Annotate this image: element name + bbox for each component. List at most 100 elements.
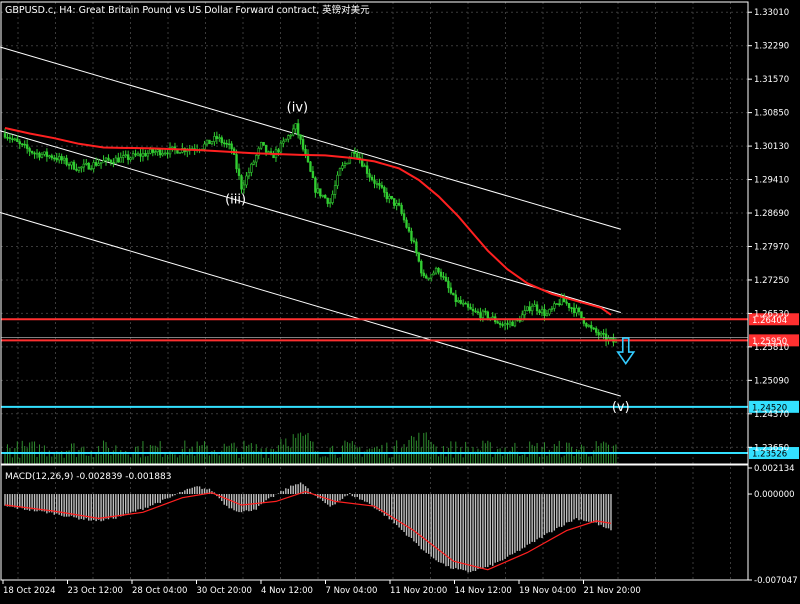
candle-body — [149, 149, 152, 154]
candle-body — [356, 153, 359, 158]
candle-body — [284, 138, 288, 142]
candle-body — [208, 139, 211, 145]
candle-body — [454, 294, 457, 303]
candle-body — [420, 260, 423, 274]
x-tick-label: 21 Nov 20:00 — [584, 586, 641, 596]
candle-body — [432, 272, 435, 276]
candle-body — [3, 133, 7, 138]
candle-body — [134, 153, 137, 156]
x-tick-label: 28 Oct 04:00 — [132, 586, 187, 596]
candle-body — [484, 310, 487, 313]
x-tick-label: 14 Nov 12:00 — [455, 586, 512, 596]
candle-body — [437, 267, 440, 273]
down-arrow-icon — [616, 337, 636, 366]
candle-body — [131, 153, 135, 159]
candle-body — [427, 277, 430, 280]
candle-body — [521, 314, 524, 322]
candle-body — [417, 252, 421, 262]
candle-body — [235, 154, 238, 170]
y-tick-label: 1.26530 — [754, 309, 789, 319]
macd-signal-line — [4, 490, 612, 571]
price-axis[interactable]: 1.26404 1.25950 1.24520 1.23526 1.33010 1.322… — [748, 8, 799, 586]
candle-body — [30, 151, 34, 154]
y-tick-label: 1.33010 — [754, 8, 789, 18]
candle-body — [469, 306, 472, 310]
wave-label: (iii) — [225, 192, 246, 207]
grid-lines — [1, 2, 748, 580]
candle-body — [503, 323, 507, 326]
candle-body — [223, 142, 226, 145]
candle-body — [481, 310, 485, 318]
y-tick-label: 1.27250 — [754, 276, 789, 286]
candle-body — [365, 165, 369, 174]
candle-body — [122, 155, 125, 158]
candle-body — [324, 195, 327, 199]
moving-average — [4, 127, 612, 316]
candle-body — [498, 322, 502, 325]
candle-body — [301, 139, 305, 150]
candle-body — [294, 123, 297, 130]
candle-body — [422, 272, 425, 277]
moving-average-line — [4, 127, 612, 316]
candle-body — [230, 143, 233, 150]
candle-body — [205, 139, 209, 145]
candle-body — [171, 146, 174, 149]
wave-labels: (iii) (iv) (v) — [225, 101, 630, 415]
candle-body — [587, 325, 591, 327]
candle-body — [540, 309, 544, 314]
candle-body — [168, 147, 172, 155]
candle-body — [102, 160, 105, 163]
candle-body — [425, 275, 428, 279]
chart-title: GBPUSD.c, H4: Great Britain Pound vs US … — [5, 4, 370, 16]
candle-body — [299, 134, 302, 140]
candle-body — [277, 149, 280, 153]
candle-body — [257, 147, 260, 156]
y-tick-label: 1.24370 — [754, 410, 789, 420]
candle-body — [227, 143, 231, 146]
macd-panel-border — [0, 464, 749, 581]
candle-body — [247, 172, 251, 177]
candle-body — [380, 185, 384, 188]
candle-body — [94, 162, 98, 166]
candle-body — [80, 166, 83, 169]
candle-body — [476, 311, 480, 313]
candle-body — [114, 157, 118, 164]
macd-tick-label: 0.000000 — [754, 490, 795, 500]
candle-body — [259, 142, 263, 149]
candle-body — [255, 155, 258, 163]
candle-body — [590, 325, 593, 329]
candle-body — [311, 171, 315, 179]
candle-body — [567, 303, 571, 308]
candle-body — [439, 271, 443, 277]
candle-body — [57, 156, 61, 161]
y-tick-label: 1.23650 — [754, 443, 789, 453]
candle-body — [373, 179, 376, 184]
candle-body — [6, 136, 9, 139]
candle-body — [343, 163, 347, 166]
candle-body — [459, 300, 462, 304]
y-tick-label: 1.27970 — [754, 242, 789, 252]
candle-body — [304, 148, 307, 155]
candle-body — [319, 188, 322, 197]
candle-body — [124, 154, 127, 156]
time-axis[interactable]: 18 Oct 2024 23 Oct 12:00 28 Oct 04:00 30 Oc… — [2, 580, 641, 596]
y-tick-label: 1.30130 — [754, 142, 789, 152]
candle-body — [43, 151, 46, 155]
candle-body — [378, 183, 381, 186]
candle-body — [447, 280, 450, 289]
candle-body — [395, 202, 398, 206]
candle-body — [97, 163, 100, 166]
candle-body — [72, 161, 76, 170]
candle-body — [53, 157, 56, 160]
candle-body — [154, 151, 157, 154]
candle-body — [267, 151, 270, 153]
macd-tick-label: 0.002134 — [754, 464, 795, 474]
candle-body — [161, 153, 164, 156]
candle-body — [28, 148, 31, 152]
candle-body — [203, 143, 206, 150]
level-value-support-1: 1.24520 — [752, 403, 787, 413]
level-tag-support-2 — [749, 447, 799, 460]
candle-body — [225, 143, 228, 145]
